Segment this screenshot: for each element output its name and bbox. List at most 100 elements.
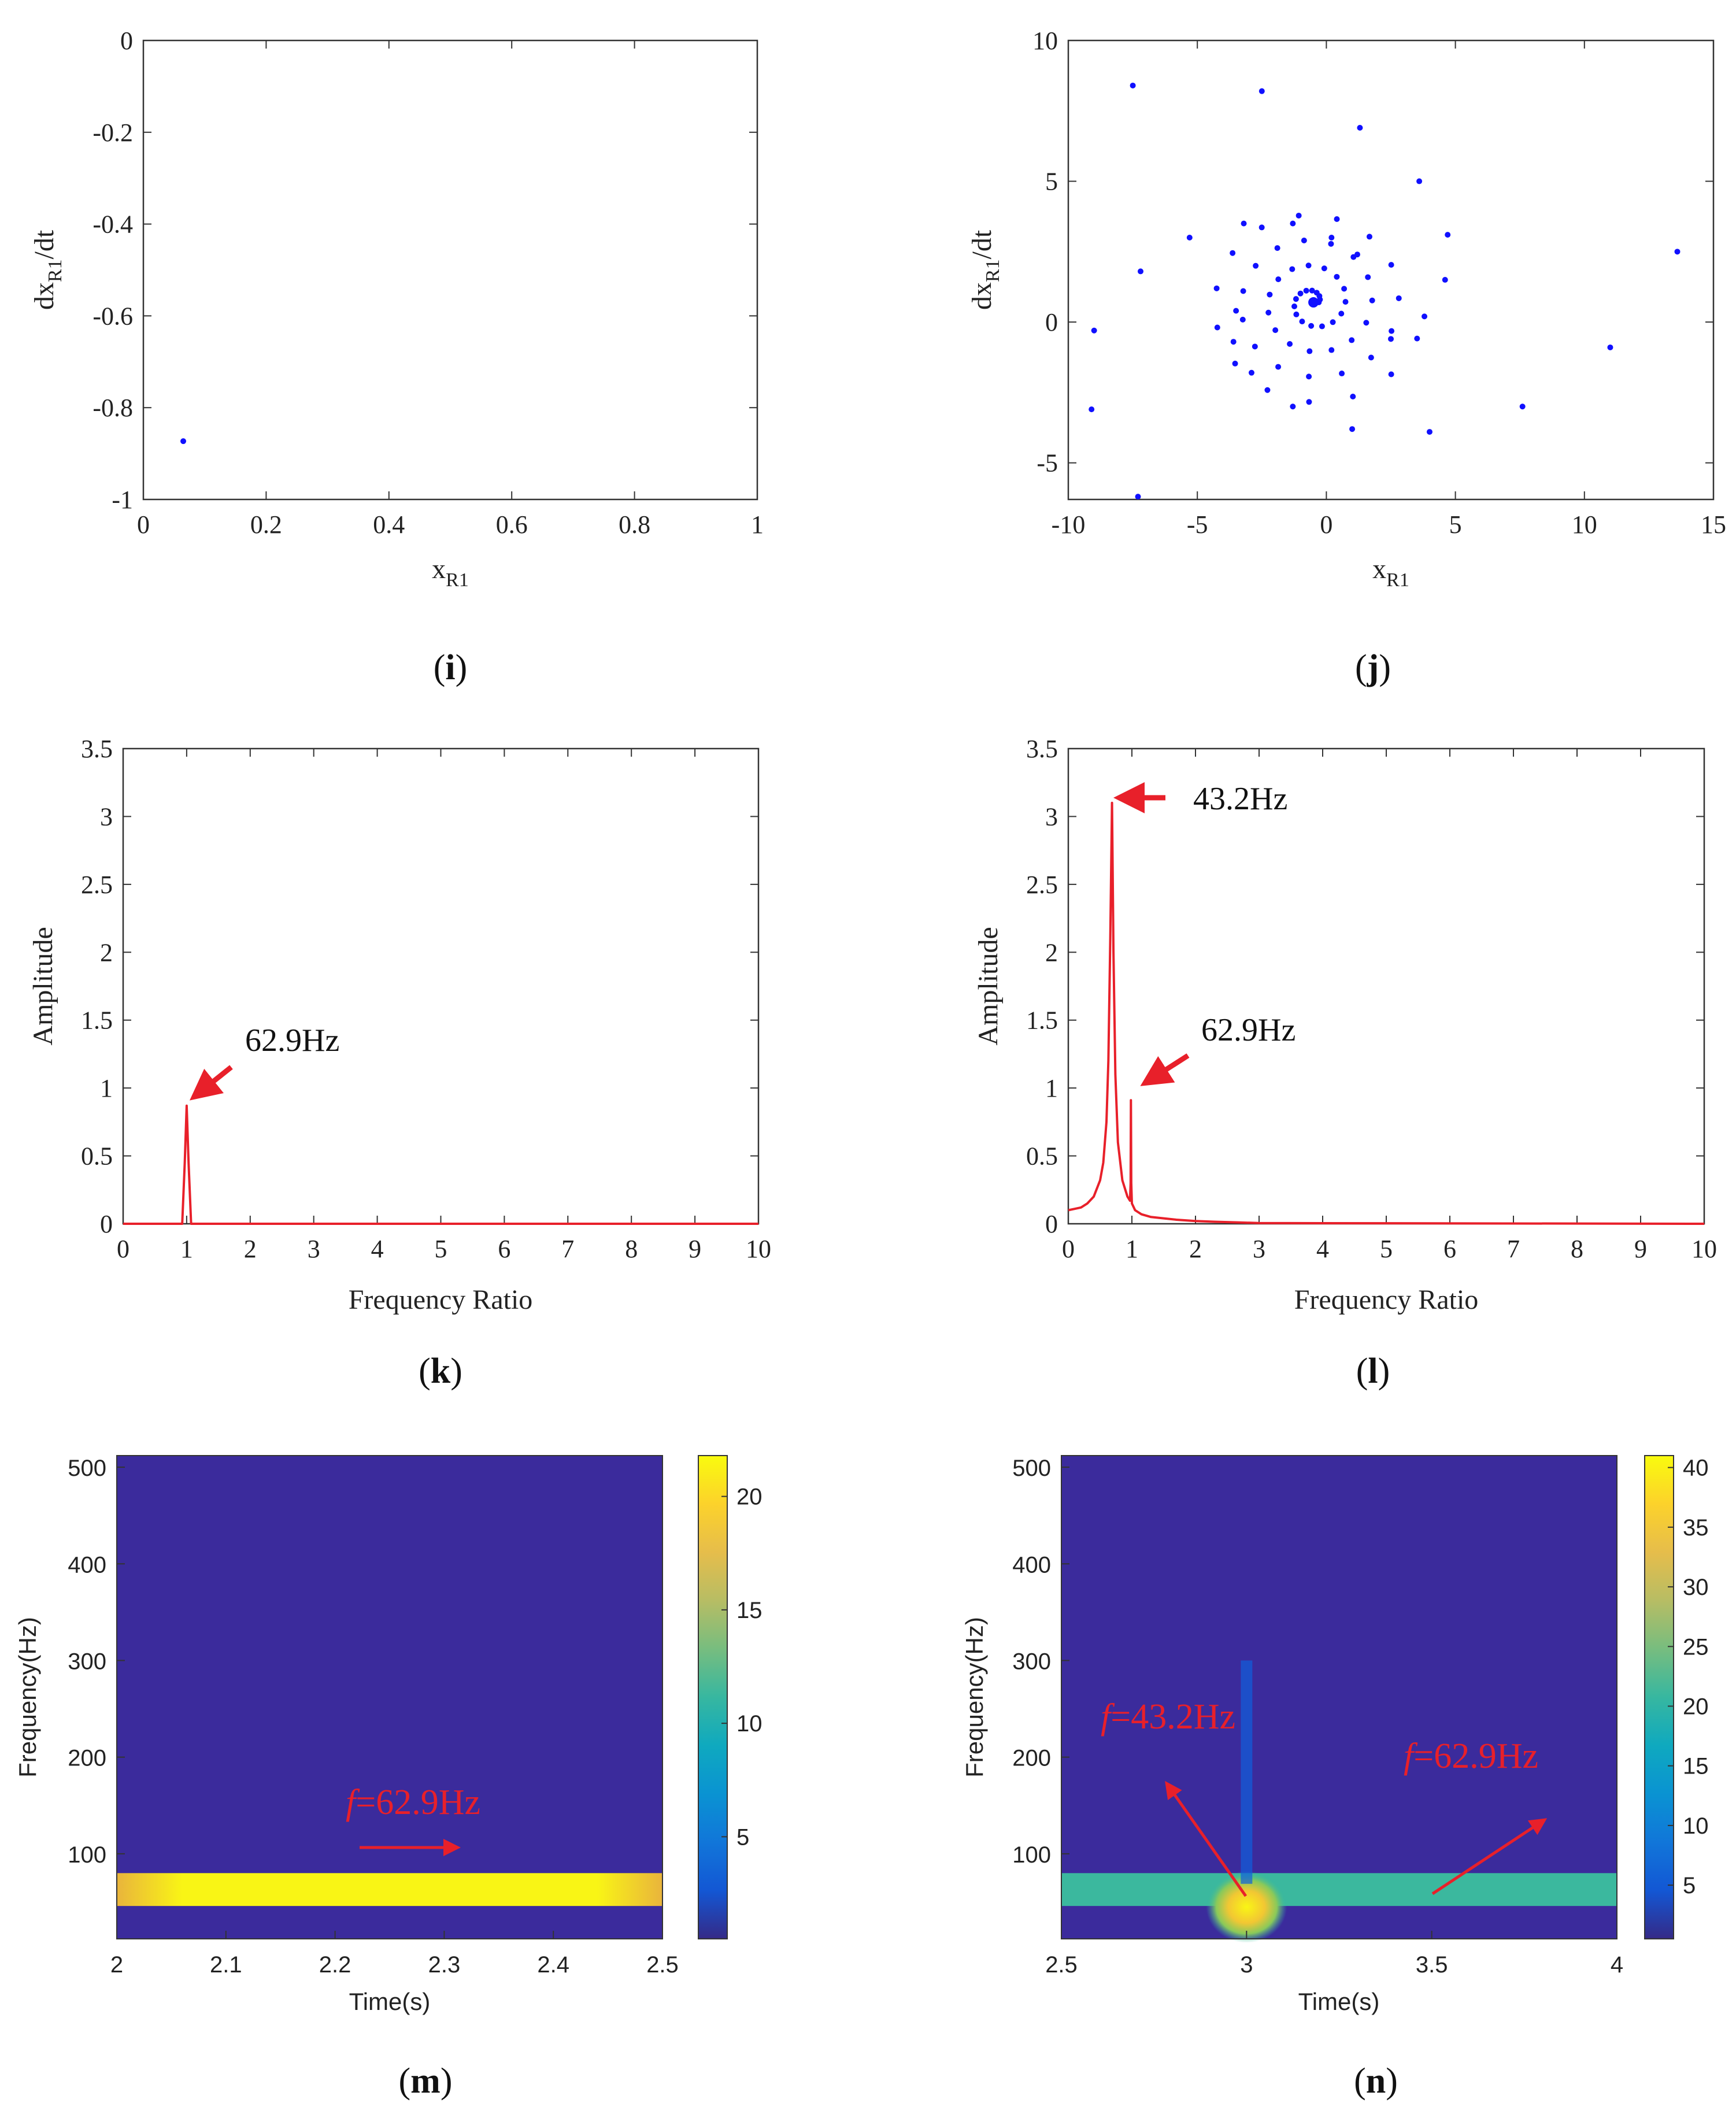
scatter-point [1293, 311, 1300, 317]
scatter-point [1607, 344, 1613, 350]
x-tick-label: 2 [1189, 1235, 1202, 1263]
scatter-point [1330, 319, 1336, 325]
scatter-point [1349, 426, 1356, 432]
y-tick-label: 100 [68, 1842, 106, 1868]
panel-label: (j) [1355, 648, 1391, 687]
spectrum-lines [123, 1104, 758, 1225]
y-tick-label: 0 [1045, 1210, 1058, 1238]
scatter-point [180, 438, 187, 445]
scatter-point [1445, 232, 1451, 238]
colorbar-tick-label: 10 [1683, 1813, 1709, 1839]
x-tick-label: 6 [498, 1235, 510, 1263]
y-tick-label: 10 [1032, 27, 1058, 55]
scatter-point [1130, 82, 1136, 88]
scatter-point [1313, 290, 1320, 296]
y-tick-label: 0.5 [1026, 1142, 1058, 1171]
plot-frame [1061, 1455, 1617, 1939]
scatter-point [1306, 348, 1313, 354]
x-tick-label: 7 [1507, 1235, 1520, 1263]
y-axis-label: dxR1/dt [967, 229, 1004, 310]
x-tick-label: 0.6 [496, 510, 528, 539]
x-tick-label: 8 [1571, 1235, 1583, 1263]
plot-frame [1067, 747, 1705, 1225]
x-tick-label: -10 [1052, 510, 1086, 539]
y-tick-label: 3.5 [1026, 735, 1058, 763]
y-tick-label: -5 [1037, 449, 1058, 477]
scatter-point [1338, 310, 1345, 317]
y-tick-label: 0 [100, 1210, 113, 1238]
frequency-band [1061, 1873, 1617, 1906]
y-tick-label: 1 [1045, 1074, 1058, 1102]
scatter-point [1365, 274, 1371, 280]
x-tick-label: 3.5 [1416, 1952, 1448, 1978]
x-tick-label: 7 [561, 1235, 574, 1263]
colorbar-tick-label: 20 [1683, 1694, 1709, 1719]
x-tick-label: 4 [1316, 1235, 1329, 1263]
scatter-point [1328, 240, 1334, 247]
scatter-point [1289, 266, 1295, 272]
y-tick-label: 500 [1012, 1456, 1051, 1481]
peak-label-62: 62.9Hz [1201, 1012, 1295, 1048]
colorbar [1644, 1455, 1674, 1939]
x-tick-label: 1 [751, 510, 764, 539]
heatmap-background [1061, 1456, 1617, 1939]
scatter-point [1414, 335, 1420, 342]
scatter-point [1258, 224, 1265, 231]
x-axis-label: Frequency Ratio [1294, 1284, 1479, 1315]
colorbar-tick-label: 5 [1683, 1873, 1696, 1898]
burst-label-43: f=43.2Hz [1101, 1697, 1235, 1737]
x-tick-label: 10 [1691, 1235, 1717, 1263]
colorbar-ticks: 40 35 30 25 20 15 10 5 [1668, 1456, 1709, 1898]
y-tick-label: 2.5 [81, 871, 113, 899]
y-axis-ticks: 500 400 300 200 100 [1012, 1456, 1069, 1868]
x-tick-label: 2.5 [1045, 1952, 1078, 1978]
x-axis-label: xR1 [432, 554, 469, 591]
scatter-point [1248, 369, 1254, 376]
scatter-point [1275, 276, 1282, 283]
y-tick-label: 1.5 [1026, 1006, 1058, 1035]
band-annotation: f=62.9Hz [346, 1783, 480, 1856]
peak-arrow [189, 1065, 233, 1101]
y-tick-label: 3 [1045, 802, 1058, 831]
band-label: f=62.9Hz [346, 1783, 480, 1822]
scatter-point [1334, 216, 1340, 222]
panel-k-spectrum: 0 1 2 3 4 5 6 7 8 9 10 0 0.5 1 1.5 2 2.5 3 3.5 62.9Hz Fre… [28, 735, 771, 1391]
x-axis-ticks: 0 0.2 0.4 0.6 0.8 1 [137, 40, 764, 539]
y-tick-label: 3 [100, 802, 113, 831]
panel-i-phase-portrait: 0 0.2 0.4 0.6 0.8 1 0 -0.2 -0.4 -0.6 -0.8 -1 xR1 d… [29, 27, 764, 687]
panel-j-phase-portrait: -10 -5 0 5 10 15 10 5 0 -5 xR1 dxR1/dt (j) [967, 27, 1726, 687]
scatter-point [1357, 125, 1363, 131]
scatter-point [1186, 234, 1193, 240]
x-tick-label: -5 [1187, 510, 1208, 539]
scatter-point [1258, 88, 1265, 94]
scatter-point [1422, 313, 1428, 320]
x-tick-label: 10 [746, 1235, 771, 1263]
y-tick-label: 0.5 [81, 1142, 113, 1171]
y-axis-label: Frequency(Hz) [14, 1617, 41, 1778]
scatter-point [1389, 328, 1395, 334]
scatter-point [1328, 234, 1335, 240]
spectrum-line [1068, 801, 1705, 1225]
y-tick-label: 1 [100, 1074, 113, 1102]
y-axis-label: Amplitude [28, 927, 58, 1045]
panel-m-spectrogram: 2 2.1 2.2 2.3 2.4 2.5 500 400 300 200 100 20 15 10 5… [14, 1455, 762, 2101]
y-tick-label: 3.5 [81, 735, 113, 763]
scatter-point [1416, 178, 1423, 184]
y-tick-label: 2 [1045, 938, 1058, 967]
scatter-points [180, 438, 187, 445]
plot-frame [1067, 39, 1715, 501]
scatter-point [1363, 320, 1369, 326]
scatter-point [1213, 285, 1220, 291]
scatter-point [1334, 273, 1340, 280]
scatter-point [1275, 364, 1282, 370]
x-tick-label: 0.4 [373, 510, 405, 539]
x-tick-label: 6 [1443, 1235, 1456, 1263]
y-tick-label: 5 [1045, 168, 1058, 196]
y-tick-label: 100 [1012, 1842, 1051, 1868]
colorbar-tick-label: 30 [1683, 1575, 1709, 1600]
scatter-point [1274, 245, 1280, 251]
scatter-point [1241, 220, 1247, 227]
y-tick-label: -0.8 [92, 394, 133, 422]
x-tick-label: 2.4 [537, 1952, 569, 1978]
y-tick-label: 2.5 [1026, 871, 1058, 899]
